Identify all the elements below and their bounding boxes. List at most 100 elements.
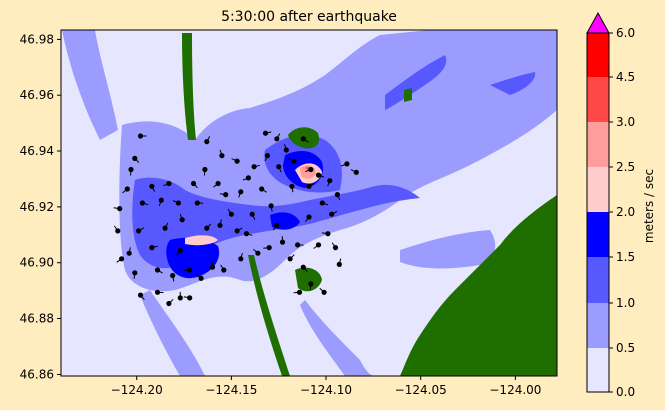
drifter-trail: [219, 193, 226, 196]
speed-band-0.5-1.0: [300, 300, 375, 376]
colorbar-tick-label: 1.0: [616, 296, 635, 310]
drifter-trail: [213, 183, 219, 188]
drifter-trail: [219, 219, 222, 226]
drifter-trail: [264, 155, 268, 162]
drifter-trail: [270, 205, 273, 212]
x-tick: −124.10: [300, 376, 352, 397]
drifter-trail: [220, 264, 225, 271]
drifter-point: [327, 178, 333, 184]
drifter-point: [268, 203, 274, 209]
drifter-trail: [242, 177, 249, 181]
colorbar-tick: 0.0: [609, 385, 635, 399]
colorbar-level: [587, 257, 609, 303]
drifter-trail: [240, 252, 243, 259]
drifter-point: [170, 272, 176, 279]
x-axis: −124.20 −124.15 −124.10 −124.05 −124.00: [111, 376, 541, 397]
drifter-markers: [113, 130, 359, 307]
drifter-point: [249, 211, 255, 217]
y-tick-label: 46.90: [20, 256, 54, 270]
y-tick: 46.98: [20, 32, 61, 46]
x-tick-label: −124.15: [205, 383, 257, 397]
drifter-trail: [163, 183, 170, 187]
drifter-trail: [246, 233, 253, 236]
colorbar-level: [587, 212, 609, 257]
drifter-trail: [293, 291, 300, 294]
colorbar-tick: 6.0: [609, 26, 635, 40]
colorbar-tick: 1.0: [609, 296, 635, 310]
drifter-trail: [138, 227, 145, 232]
x-tick: −124.20: [111, 376, 163, 397]
colorbar-level: [587, 303, 609, 348]
drifter-trail: [327, 180, 331, 187]
drifter-trail: [151, 245, 158, 249]
speed-band-1.0-1.5: [385, 55, 447, 110]
land-peninsula: [182, 33, 196, 140]
colorbar-tick-label: 1.5: [616, 250, 635, 264]
drifter-trail: [272, 225, 278, 231]
colorbar-tick: 2.5: [609, 160, 635, 174]
plot-frame: [60, 29, 558, 377]
drifter-trail: [113, 225, 119, 232]
drifter-trail: [128, 247, 131, 254]
drifter-trail: [206, 136, 211, 142]
drifter-trail: [183, 269, 190, 272]
y-tick: 46.88: [20, 312, 61, 326]
drifter-trail: [168, 298, 174, 304]
drifter-trail: [284, 144, 287, 151]
drifter-point: [238, 256, 244, 262]
drifter-trail: [227, 208, 232, 215]
colorbar-level: [587, 348, 609, 392]
colorbar-level: [587, 167, 609, 212]
drifter-trail: [336, 194, 341, 201]
drifter-trail: [157, 269, 163, 274]
y-tick: 46.86: [20, 368, 61, 382]
drifter-point: [149, 183, 155, 189]
speed-band-0.5-1.0: [140, 290, 205, 376]
drifter-trail: [288, 158, 295, 162]
speed-band-0.5-1.0: [400, 230, 496, 269]
drifter-point: [194, 200, 200, 206]
colorbar-label: meters / sec: [642, 169, 656, 243]
drifter-trail: [303, 138, 309, 143]
colorbar-extend-arrow: [586, 11, 610, 34]
drifter-trail: [261, 188, 267, 193]
x-tick: −124.00: [489, 376, 541, 397]
colorbar-tick-label: 0.0: [616, 385, 635, 399]
drifter-trail: [313, 244, 319, 249]
drifter-trail: [304, 216, 310, 223]
land-south-hills: [400, 195, 557, 376]
drifter-trail: [113, 207, 120, 210]
colorbar-tick-label: 2.5: [616, 160, 635, 174]
colorbar-tick-label: 6.0: [616, 26, 635, 40]
x-tick-label: −124.10: [300, 383, 352, 397]
colorbar-level: [587, 77, 609, 122]
drifter-point: [289, 183, 295, 189]
drifter-trail: [231, 158, 238, 162]
colorbar-tick: 0.5: [609, 341, 635, 355]
drifter-trail: [302, 266, 308, 273]
drifter-trail: [140, 294, 145, 301]
x-tick: −124.05: [395, 376, 447, 397]
colorbar-tick-label: 2.0: [616, 205, 635, 219]
drifter-trail: [158, 200, 162, 206]
drifter-trail: [219, 149, 223, 156]
drifter-trail: [338, 258, 342, 265]
drifter-trail: [350, 169, 357, 173]
land-spit: [248, 255, 290, 376]
colorbar-tick: 2.0: [609, 205, 635, 219]
colorbar-tick-label: 4.5: [616, 70, 635, 84]
drifter-trail: [206, 223, 212, 229]
drifter-point: [204, 139, 210, 145]
drifter-trail: [134, 158, 140, 164]
drifter-point: [276, 164, 282, 170]
colorbar-tick: 3.0: [609, 115, 635, 129]
drifter-trail: [172, 275, 175, 282]
colorbar-tick-label: 3.0: [616, 115, 635, 129]
drifter-trail: [291, 186, 294, 193]
y-tick-label: 46.88: [20, 312, 54, 326]
y-tick: 46.90: [20, 256, 61, 270]
drifter-trail: [176, 250, 181, 256]
x-tick: −124.15: [205, 376, 257, 397]
x-tick-label: −124.00: [489, 383, 541, 397]
drifter-trail: [309, 283, 312, 290]
